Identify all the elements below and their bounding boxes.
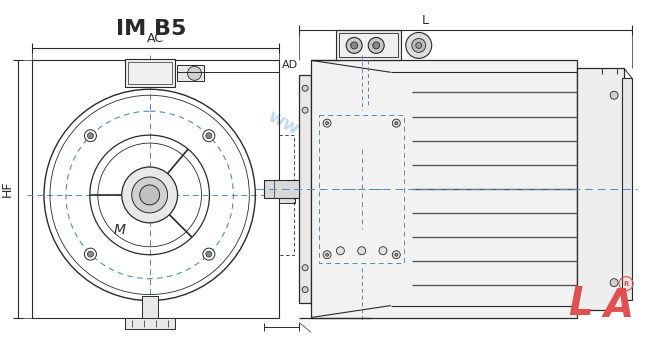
Bar	[32, 60, 280, 317]
Circle shape	[302, 107, 308, 113]
Text: L: L	[569, 284, 593, 323]
Bar	[319, 115, 404, 263]
Circle shape	[302, 85, 308, 91]
Circle shape	[187, 66, 202, 80]
Circle shape	[203, 248, 215, 260]
Bar	[339, 33, 398, 57]
Circle shape	[412, 39, 426, 53]
Circle shape	[395, 253, 398, 256]
Bar	[265, 180, 299, 198]
Text: AD: AD	[282, 60, 298, 70]
Circle shape	[358, 247, 366, 255]
Circle shape	[610, 91, 618, 99]
Bar	[622, 78, 632, 300]
Circle shape	[323, 119, 331, 127]
Circle shape	[610, 279, 618, 287]
Circle shape	[122, 167, 177, 223]
Circle shape	[84, 248, 96, 260]
Circle shape	[323, 251, 331, 259]
Circle shape	[393, 251, 400, 259]
Bar	[299, 75, 311, 302]
Circle shape	[337, 247, 344, 255]
Circle shape	[206, 251, 212, 257]
Text: A: A	[603, 286, 633, 325]
Bar	[311, 60, 577, 317]
Circle shape	[84, 130, 96, 142]
Circle shape	[351, 42, 358, 49]
Circle shape	[346, 38, 362, 54]
Circle shape	[88, 251, 94, 257]
Bar	[142, 296, 157, 323]
Text: IM B5: IM B5	[116, 18, 187, 39]
Circle shape	[88, 133, 94, 139]
Bar	[125, 59, 175, 87]
Bar	[177, 65, 205, 81]
Circle shape	[206, 133, 212, 139]
Circle shape	[379, 247, 387, 255]
Circle shape	[326, 253, 328, 256]
Text: L: L	[422, 14, 429, 28]
Circle shape	[416, 42, 422, 48]
Text: R: R	[623, 281, 629, 287]
Bar	[336, 30, 401, 60]
Circle shape	[369, 38, 384, 54]
Text: M: M	[114, 223, 125, 237]
Bar	[125, 317, 175, 329]
Bar	[127, 62, 172, 84]
Text: AC: AC	[147, 32, 164, 45]
Circle shape	[326, 122, 328, 125]
Circle shape	[203, 130, 215, 142]
Bar	[280, 135, 294, 255]
Circle shape	[395, 122, 398, 125]
Circle shape	[372, 42, 380, 49]
Circle shape	[302, 265, 308, 271]
Text: HF: HF	[1, 181, 14, 197]
Circle shape	[140, 185, 160, 205]
Text: www.jianghuaidianji.com: www.jianghuaidianji.com	[265, 107, 497, 242]
Circle shape	[393, 119, 400, 127]
Circle shape	[132, 177, 168, 213]
Circle shape	[302, 287, 308, 293]
Bar	[577, 68, 624, 310]
Circle shape	[406, 32, 432, 58]
Bar	[280, 187, 295, 203]
